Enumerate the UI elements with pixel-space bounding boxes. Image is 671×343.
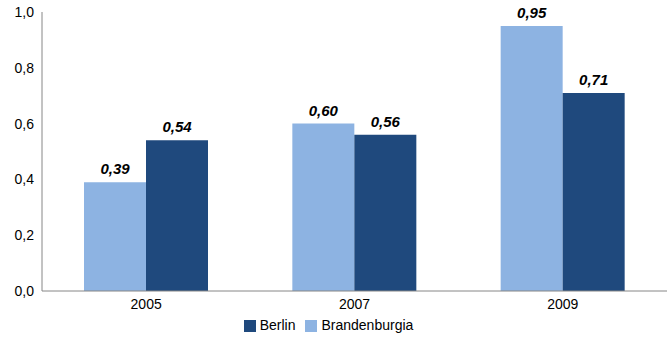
svg-text:2007: 2007 [339, 296, 370, 312]
svg-text:0,8: 0,8 [15, 60, 35, 76]
svg-text:0,95: 0,95 [517, 4, 547, 21]
svg-text:0,71: 0,71 [579, 71, 608, 88]
svg-text:0,6: 0,6 [15, 116, 35, 132]
html-text:Brandenburgia: Brandenburgia [321, 317, 414, 333]
svg-text:0,2: 0,2 [15, 227, 35, 243]
svg-text:0,39: 0,39 [100, 160, 130, 177]
svg-text:2005: 2005 [131, 296, 162, 312]
svg-text:0,54: 0,54 [162, 118, 192, 135]
svg-text:0,56: 0,56 [371, 113, 401, 130]
svg-text:1,0: 1,0 [15, 4, 35, 20]
svg-text:0,60: 0,60 [309, 102, 339, 119]
svg-text:2009: 2009 [547, 296, 578, 312]
svg-text:0,4: 0,4 [15, 171, 35, 187]
svg-text:0,0: 0,0 [15, 283, 35, 299]
html-text:Berlin: Berlin [259, 317, 296, 333]
